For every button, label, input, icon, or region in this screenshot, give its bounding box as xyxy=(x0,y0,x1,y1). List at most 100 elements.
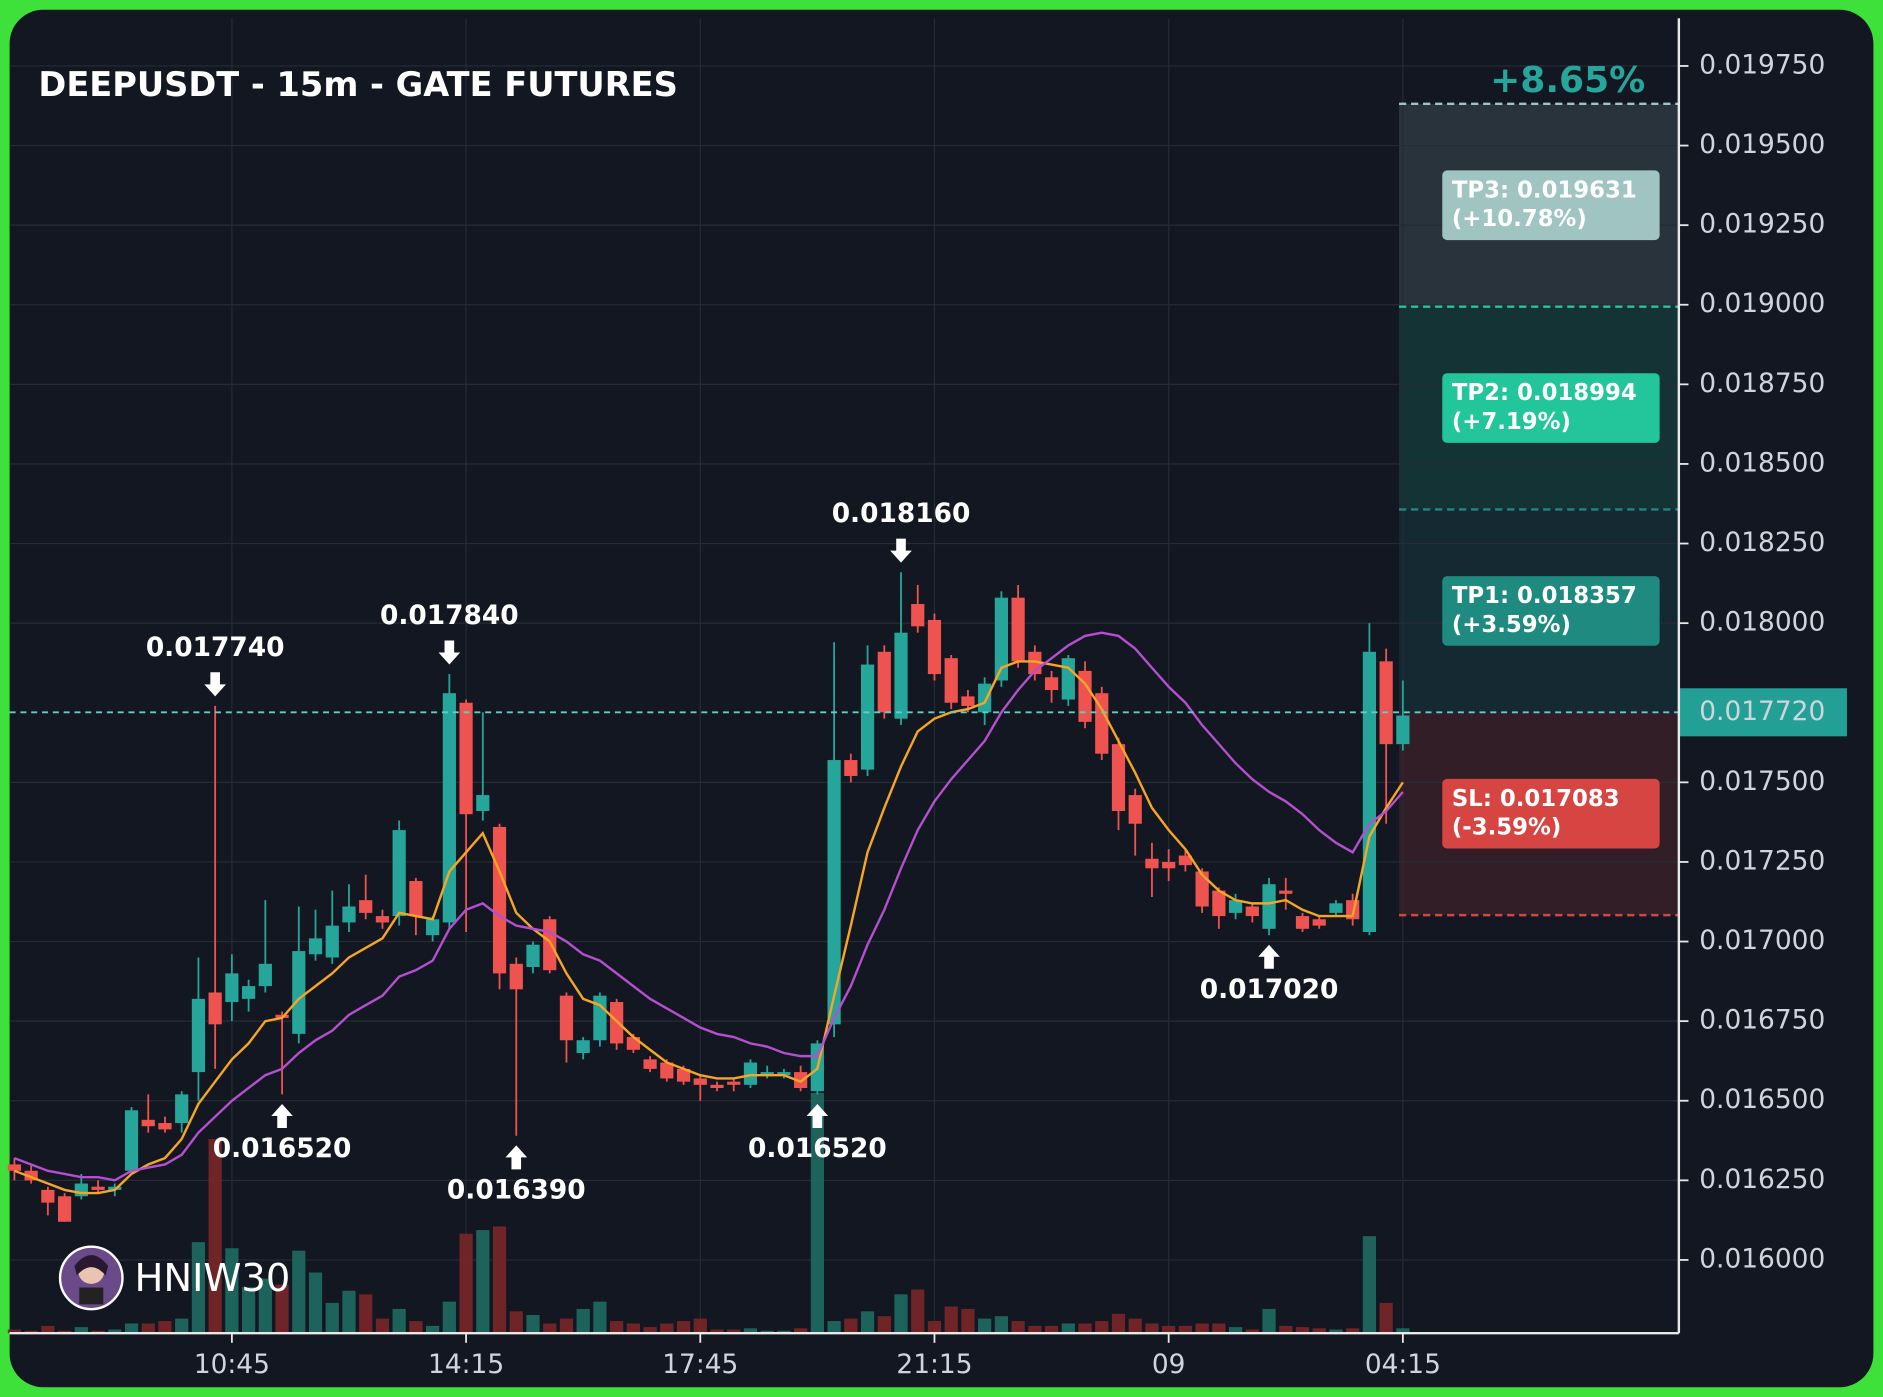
volume-bar xyxy=(844,1318,858,1334)
candle-body xyxy=(1312,919,1326,926)
volume-bar xyxy=(961,1308,975,1334)
candle-body xyxy=(777,1072,791,1076)
volume-bar xyxy=(643,1327,657,1334)
candle-body xyxy=(559,995,574,1041)
volume-bar xyxy=(760,1330,774,1334)
x-tick-label: 21:15 xyxy=(896,1349,972,1380)
candle-body xyxy=(660,1062,674,1079)
volume-bar xyxy=(1145,1323,1159,1334)
candle-body xyxy=(844,760,858,776)
annotation-label: 0.016390 xyxy=(447,1175,586,1206)
candle-body xyxy=(894,632,908,719)
volume-bar xyxy=(459,1233,473,1334)
candle-body xyxy=(24,1170,38,1181)
level-label: TP3: 0.019631 xyxy=(1452,177,1637,203)
candle-body xyxy=(392,830,406,917)
avatar-hair xyxy=(74,1255,109,1276)
volume-bar xyxy=(693,1318,707,1334)
volume-bar xyxy=(375,1318,390,1334)
volume-bar xyxy=(743,1328,758,1334)
level-change: (+7.19%) xyxy=(1452,409,1571,435)
annotation-label: 0.017840 xyxy=(380,600,519,631)
candle-body xyxy=(1295,916,1310,929)
candle-body xyxy=(91,1186,105,1190)
watermark-text: HNIW30 xyxy=(135,1256,291,1301)
y-tick-label: 0.018500 xyxy=(1699,447,1825,478)
volume-bar xyxy=(426,1325,440,1334)
candle-body xyxy=(292,951,306,1034)
x-tick-label: 09 xyxy=(1152,1349,1186,1380)
candle-body xyxy=(141,1119,155,1127)
volume-bar xyxy=(944,1306,958,1334)
volume-bar xyxy=(827,1321,841,1334)
y-tick-label: 0.017000 xyxy=(1699,925,1825,956)
volume-bar xyxy=(1329,1329,1343,1334)
volume-bar xyxy=(860,1311,875,1334)
y-tick-label: 0.016750 xyxy=(1699,1005,1825,1036)
volume-bar xyxy=(1346,1328,1360,1334)
volume-bar xyxy=(392,1308,406,1334)
level-label: TP1: 0.018357 xyxy=(1452,583,1637,609)
volume-bar xyxy=(794,1328,808,1334)
volume-bar xyxy=(74,1327,88,1334)
annotation-label: 0.018160 xyxy=(832,498,971,529)
candle-body xyxy=(1178,855,1193,866)
volume-bar xyxy=(676,1321,691,1334)
candle-body xyxy=(1128,795,1142,824)
candle-body xyxy=(827,760,841,1025)
volume-bar xyxy=(1279,1325,1293,1334)
candle-body xyxy=(191,998,206,1073)
volume-bar xyxy=(526,1314,540,1334)
candle-body xyxy=(1162,861,1176,869)
volume-bar xyxy=(1228,1327,1243,1334)
volume-bar xyxy=(57,1330,72,1334)
volume-bar xyxy=(1212,1323,1226,1334)
candle-body xyxy=(727,1081,741,1085)
volume-bar xyxy=(108,1329,122,1334)
candle-body xyxy=(342,906,356,923)
candle-body xyxy=(860,664,875,770)
candle-body xyxy=(1095,693,1109,754)
annotation-label: 0.017020 xyxy=(1200,974,1339,1005)
volume-bar xyxy=(242,1287,256,1334)
candle-body xyxy=(710,1084,724,1089)
candle-body xyxy=(124,1110,139,1171)
level-change: (-3.59%) xyxy=(1452,815,1561,841)
candle-body xyxy=(576,1040,590,1053)
volume-bar xyxy=(1362,1236,1377,1334)
candle-body xyxy=(41,1189,55,1203)
volume-bar xyxy=(208,1139,222,1334)
volume-bar xyxy=(877,1316,891,1334)
volume-bar xyxy=(91,1330,105,1334)
candle-body xyxy=(1111,744,1126,812)
volume-bar xyxy=(710,1329,724,1334)
candle-body xyxy=(492,826,507,974)
candle-body xyxy=(74,1183,88,1197)
volume-bar xyxy=(1295,1327,1310,1334)
volume-bar xyxy=(543,1323,557,1334)
volume-bar xyxy=(1396,1328,1410,1334)
volume-bar xyxy=(1061,1323,1075,1334)
volume-bar xyxy=(476,1230,490,1334)
candle-body xyxy=(242,986,256,999)
volume-bar xyxy=(1379,1302,1393,1334)
annotation-label: 0.016520 xyxy=(748,1133,887,1164)
volume-bar xyxy=(292,1250,306,1334)
volume-bar xyxy=(1195,1323,1209,1334)
volume-bar xyxy=(258,1278,272,1334)
candle-body xyxy=(543,919,557,971)
x-tick-label: 17:45 xyxy=(662,1349,738,1380)
candle-body xyxy=(225,973,239,1003)
candle-body xyxy=(1145,858,1159,869)
annotation-arrow xyxy=(1258,944,1280,969)
volume-bar xyxy=(409,1321,423,1334)
volume-bar xyxy=(927,1321,942,1334)
level-label: SL: 0.017083 xyxy=(1452,786,1620,812)
candle-body xyxy=(626,1037,640,1050)
candle-body xyxy=(1379,661,1393,745)
volume-bar xyxy=(308,1272,323,1334)
y-tick-label: 0.016000 xyxy=(1699,1243,1825,1274)
candle-body xyxy=(911,604,925,627)
volume-bar xyxy=(626,1323,640,1334)
